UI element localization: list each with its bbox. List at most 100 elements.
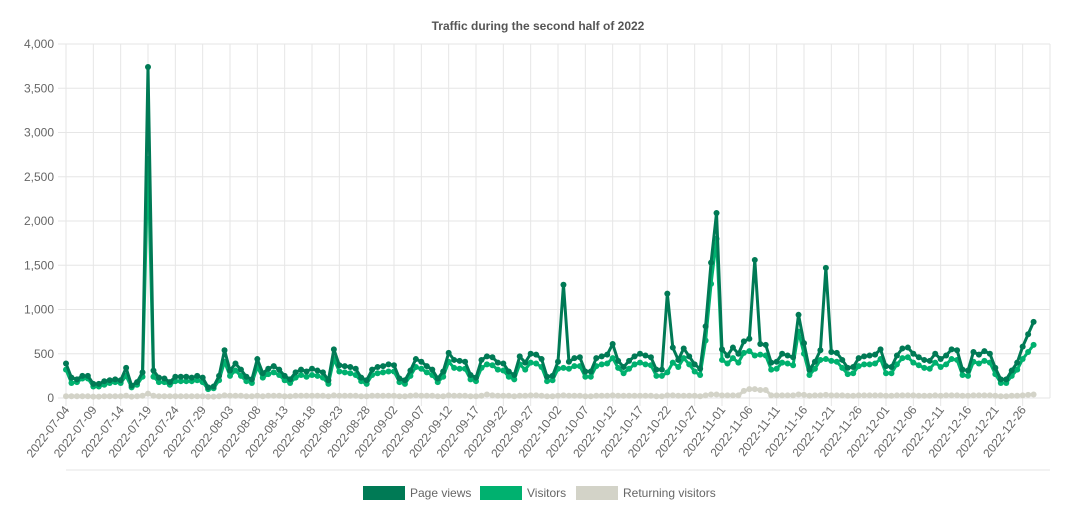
data-point[interactable] bbox=[757, 352, 763, 358]
data-point[interactable] bbox=[796, 312, 802, 318]
data-point[interactable] bbox=[938, 393, 944, 399]
data-point[interactable] bbox=[1025, 349, 1031, 355]
data-point[interactable] bbox=[823, 356, 829, 362]
data-point[interactable] bbox=[451, 357, 457, 363]
data-point[interactable] bbox=[560, 365, 566, 371]
data-point[interactable] bbox=[910, 392, 916, 398]
data-point[interactable] bbox=[888, 370, 894, 376]
data-point[interactable] bbox=[899, 345, 905, 351]
data-point[interactable] bbox=[539, 393, 545, 399]
data-point[interactable] bbox=[74, 376, 80, 382]
data-point[interactable] bbox=[653, 373, 659, 379]
data-point[interactable] bbox=[1003, 393, 1009, 399]
data-point[interactable] bbox=[921, 357, 927, 363]
data-point[interactable] bbox=[386, 361, 392, 367]
data-point[interactable] bbox=[850, 393, 856, 399]
data-point[interactable] bbox=[402, 393, 408, 399]
data-point[interactable] bbox=[965, 373, 971, 379]
data-point[interactable] bbox=[227, 373, 233, 379]
data-point[interactable] bbox=[582, 368, 588, 374]
data-point[interactable] bbox=[774, 392, 780, 398]
data-point[interactable] bbox=[1020, 344, 1026, 350]
data-point[interactable] bbox=[386, 393, 392, 399]
data-point[interactable] bbox=[517, 353, 523, 359]
data-point[interactable] bbox=[271, 369, 277, 375]
data-point[interactable] bbox=[68, 375, 74, 381]
data-point[interactable] bbox=[216, 373, 222, 379]
data-point[interactable] bbox=[670, 345, 676, 351]
data-point[interactable] bbox=[954, 392, 960, 398]
data-point[interactable] bbox=[752, 386, 758, 392]
data-point[interactable] bbox=[145, 391, 151, 397]
data-point[interactable] bbox=[987, 392, 993, 398]
data-point[interactable] bbox=[347, 393, 353, 399]
data-point[interactable] bbox=[675, 364, 681, 370]
data-point[interactable] bbox=[375, 393, 381, 399]
data-point[interactable] bbox=[899, 392, 905, 398]
data-point[interactable] bbox=[200, 393, 206, 399]
data-point[interactable] bbox=[960, 367, 966, 373]
data-point[interactable] bbox=[462, 393, 468, 399]
data-point[interactable] bbox=[375, 370, 381, 376]
data-point[interactable] bbox=[85, 373, 91, 379]
data-point[interactable] bbox=[905, 392, 911, 398]
data-point[interactable] bbox=[916, 354, 922, 360]
data-point[interactable] bbox=[724, 353, 730, 359]
data-point[interactable] bbox=[260, 393, 266, 399]
data-point[interactable] bbox=[457, 366, 463, 372]
data-point[interactable] bbox=[462, 359, 468, 365]
data-point[interactable] bbox=[730, 345, 736, 351]
data-point[interactable] bbox=[752, 353, 758, 359]
data-point[interactable] bbox=[1020, 392, 1026, 398]
data-point[interactable] bbox=[79, 373, 85, 379]
data-point[interactable] bbox=[653, 393, 659, 399]
data-point[interactable] bbox=[222, 347, 228, 353]
data-point[interactable] bbox=[571, 363, 577, 369]
data-point[interactable] bbox=[834, 350, 840, 356]
data-point[interactable] bbox=[615, 365, 621, 371]
data-point[interactable] bbox=[364, 393, 370, 399]
data-point[interactable] bbox=[140, 393, 146, 399]
data-point[interactable] bbox=[123, 393, 129, 399]
data-point[interactable] bbox=[708, 391, 714, 397]
data-point[interactable] bbox=[719, 346, 725, 352]
data-point[interactable] bbox=[1025, 392, 1031, 398]
data-point[interactable] bbox=[265, 393, 271, 399]
data-point[interactable] bbox=[560, 392, 566, 398]
data-point[interactable] bbox=[774, 366, 780, 372]
data-point[interactable] bbox=[435, 376, 441, 382]
data-point[interactable] bbox=[785, 360, 791, 366]
data-point[interactable] bbox=[200, 375, 206, 381]
data-point[interactable] bbox=[905, 345, 911, 351]
data-point[interactable] bbox=[659, 373, 665, 379]
data-point[interactable] bbox=[577, 393, 583, 399]
data-point[interactable] bbox=[566, 393, 572, 399]
data-point[interactable] bbox=[533, 392, 539, 398]
data-point[interactable] bbox=[194, 393, 200, 399]
data-point[interactable] bbox=[555, 393, 561, 399]
data-point[interactable] bbox=[927, 393, 933, 399]
data-point[interactable] bbox=[380, 363, 386, 369]
data-point[interactable] bbox=[932, 351, 938, 357]
data-point[interactable] bbox=[664, 291, 670, 297]
data-point[interactable] bbox=[304, 374, 310, 380]
data-point[interactable] bbox=[522, 393, 528, 399]
data-point[interactable] bbox=[949, 392, 955, 398]
data-point[interactable] bbox=[888, 364, 894, 370]
data-point[interactable] bbox=[369, 367, 375, 373]
data-point[interactable] bbox=[883, 393, 889, 399]
data-point[interactable] bbox=[413, 356, 419, 362]
data-point[interactable] bbox=[763, 342, 769, 348]
data-point[interactable] bbox=[839, 365, 845, 371]
data-point[interactable] bbox=[812, 359, 818, 365]
data-point[interactable] bbox=[976, 352, 982, 358]
data-point[interactable] bbox=[730, 392, 736, 398]
data-point[interactable] bbox=[845, 371, 851, 377]
data-point[interactable] bbox=[949, 346, 955, 352]
data-point[interactable] bbox=[927, 358, 933, 364]
data-point[interactable] bbox=[118, 393, 124, 399]
data-point[interactable] bbox=[107, 377, 113, 383]
data-point[interactable] bbox=[500, 393, 506, 399]
data-point[interactable] bbox=[1031, 342, 1037, 348]
data-point[interactable] bbox=[998, 393, 1004, 399]
